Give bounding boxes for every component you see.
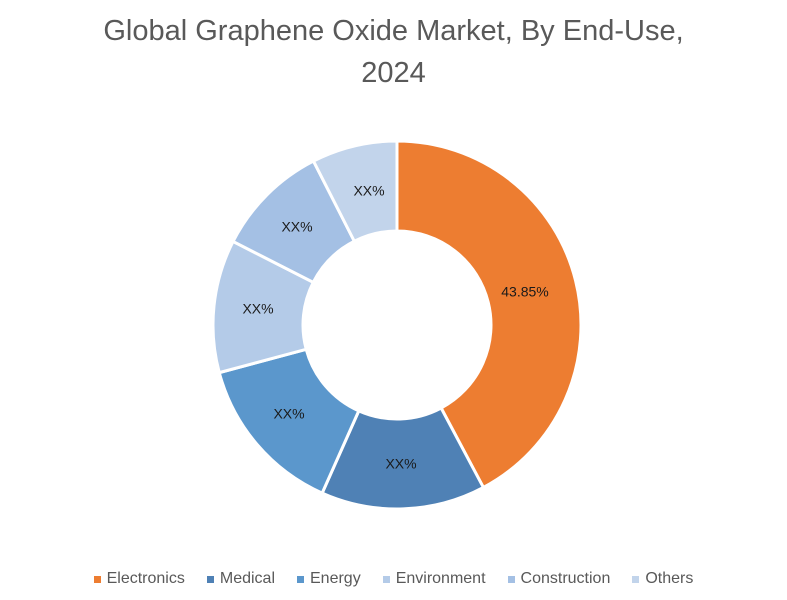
legend-swatch-icon bbox=[297, 575, 304, 583]
legend-swatch-icon bbox=[382, 575, 390, 583]
slice-labels: 43.85% XX% XX% XX% XX% XX% bbox=[242, 183, 548, 472]
legend-swatch-icon bbox=[206, 575, 214, 583]
legend-label: Environment bbox=[395, 570, 486, 587]
legend-swatch-icon bbox=[93, 575, 101, 583]
slice-label-electronics: 43.85% bbox=[501, 284, 548, 300]
chart-title-line-2: 2024 bbox=[361, 57, 426, 89]
slice-electronics bbox=[395, 139, 583, 490]
slice-label-others: XX% bbox=[353, 183, 384, 199]
legend-label: Others bbox=[645, 570, 694, 587]
legend-item-others: Others bbox=[632, 570, 693, 588]
legend-label: Energy bbox=[310, 570, 361, 587]
chart-title-line-1: Global Graphene Oxide Market, By End-Use… bbox=[103, 15, 684, 47]
legend-item-environment: Environment bbox=[382, 570, 486, 588]
legend-label: Construction bbox=[520, 570, 611, 587]
slice-others bbox=[311, 139, 399, 244]
legend-item-electronics: Electronics bbox=[93, 570, 185, 588]
legend-item-medical: Medical bbox=[206, 570, 275, 588]
slice-label-construction: XX% bbox=[281, 219, 312, 235]
donut-slices bbox=[211, 139, 583, 511]
legend-swatch-icon bbox=[632, 575, 640, 583]
slice-label-energy: XX% bbox=[273, 406, 304, 422]
slice-label-medical: XX% bbox=[385, 456, 416, 472]
slice-label-environment: XX% bbox=[242, 301, 273, 317]
chart-title: Global Graphene Oxide Market, By End-Use… bbox=[0, 10, 787, 94]
legend-label: Electronics bbox=[106, 570, 185, 587]
legend-swatch-icon bbox=[507, 575, 515, 583]
chart-legend: Electronics Medical Energy Environment Const… bbox=[0, 570, 787, 588]
legend-label: Medical bbox=[219, 570, 275, 587]
legend-item-energy: Energy bbox=[297, 570, 361, 588]
legend-item-construction: Construction bbox=[507, 570, 611, 588]
